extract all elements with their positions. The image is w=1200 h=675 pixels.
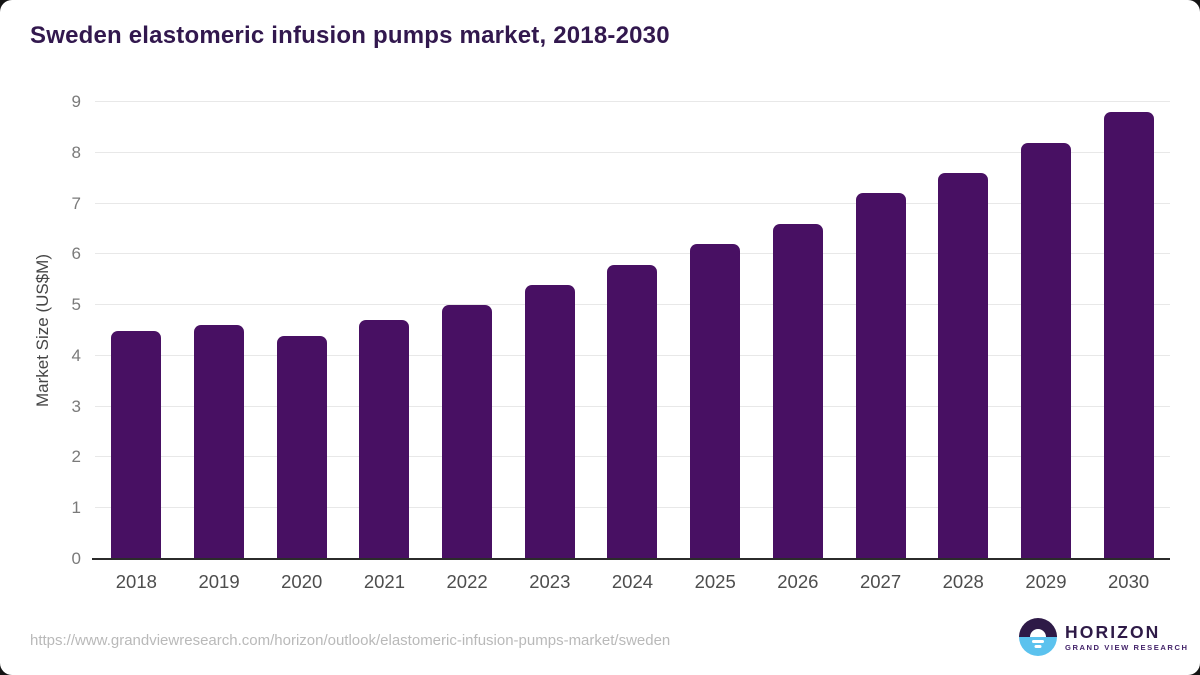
x-tick-label: 2026 [777,571,819,592]
bar-2030 [1103,112,1154,559]
x-tick-label: 2030 [1108,571,1150,592]
bar-column [260,102,343,559]
bar-2023 [524,284,575,559]
bar-2020 [276,335,327,559]
bar-column [343,102,426,559]
bar-2025 [690,244,741,559]
y-tick-label: 7 [71,193,81,213]
source-url: https://www.grandviewresearch.com/horizo… [30,632,671,649]
x-tick-label: 2029 [1025,571,1067,592]
bar-column [839,102,922,559]
sun-reflection-line [1032,640,1044,643]
x-tick-label: 2019 [198,571,240,592]
bar-2028 [938,173,989,559]
logo-subtext: GRAND VIEW RESEARCH [1065,642,1189,652]
x-axis-line [92,558,1170,560]
bar-column [426,102,509,559]
y-tick-label: 6 [71,244,81,264]
gridline [95,101,1170,102]
bar-column [178,102,261,559]
bar-2027 [855,193,906,559]
x-tick-label: 2020 [281,571,323,592]
logo-text: HORIZON GRAND VIEW RESEARCH [1065,621,1189,652]
bar-2024 [607,264,658,559]
horizon-logo: HORIZON GRAND VIEW RESEARCH [1019,618,1189,656]
chart-title: Sweden elastomeric infusion pumps market… [30,22,670,49]
logo-wordmark: HORIZON [1065,621,1161,642]
bar-2021 [359,320,410,559]
bar-2026 [772,223,823,559]
x-tick-label: 2024 [611,571,654,592]
sun-icon [1030,629,1046,637]
y-tick-label: 3 [71,396,81,416]
x-tick-label: 2018 [115,571,157,592]
bar-2019 [194,325,245,559]
x-tick-label: 2025 [694,571,736,592]
x-axis-labels: 2018 2019 2020 2021 2022 2023 2024 2025 2026 2027… [95,571,1170,593]
y-tick-label: 8 [71,142,81,162]
x-tick-label: 2022 [446,571,488,592]
gridline [95,253,1170,255]
gridline [95,151,1170,153]
horizon-logo-icon [1019,618,1057,656]
y-tick-label: 4 [71,345,81,365]
bar-column [674,102,757,559]
y-tick-label: 5 [71,295,81,315]
bar-column [1005,102,1088,559]
y-tick-label: 1 [71,498,81,518]
y-axis-title: Market Size (US$M) [32,102,54,559]
bar-column [508,102,591,559]
y-tick-label: 9 [71,92,81,111]
x-tick-label: 2028 [942,571,984,592]
bar-column [922,102,1005,559]
bar-column [591,102,674,559]
y-tick-label: 2 [71,447,81,467]
x-tick-label: 2027 [859,571,902,592]
sun-reflection-line [1034,645,1042,648]
y-axis-title-text: Market Size (US$M) [33,253,52,408]
x-tick-label: 2021 [363,571,405,592]
bar-2029 [1020,142,1071,559]
y-tick-label: 0 [71,549,81,568]
gridline [95,202,1170,204]
bar-column [757,102,840,559]
bar-series [95,102,1170,559]
bar-2018 [111,330,162,559]
bar-2022 [442,305,493,559]
bar-column [95,102,178,559]
x-tick-label: 2023 [529,571,571,592]
bar-column [1087,102,1170,559]
